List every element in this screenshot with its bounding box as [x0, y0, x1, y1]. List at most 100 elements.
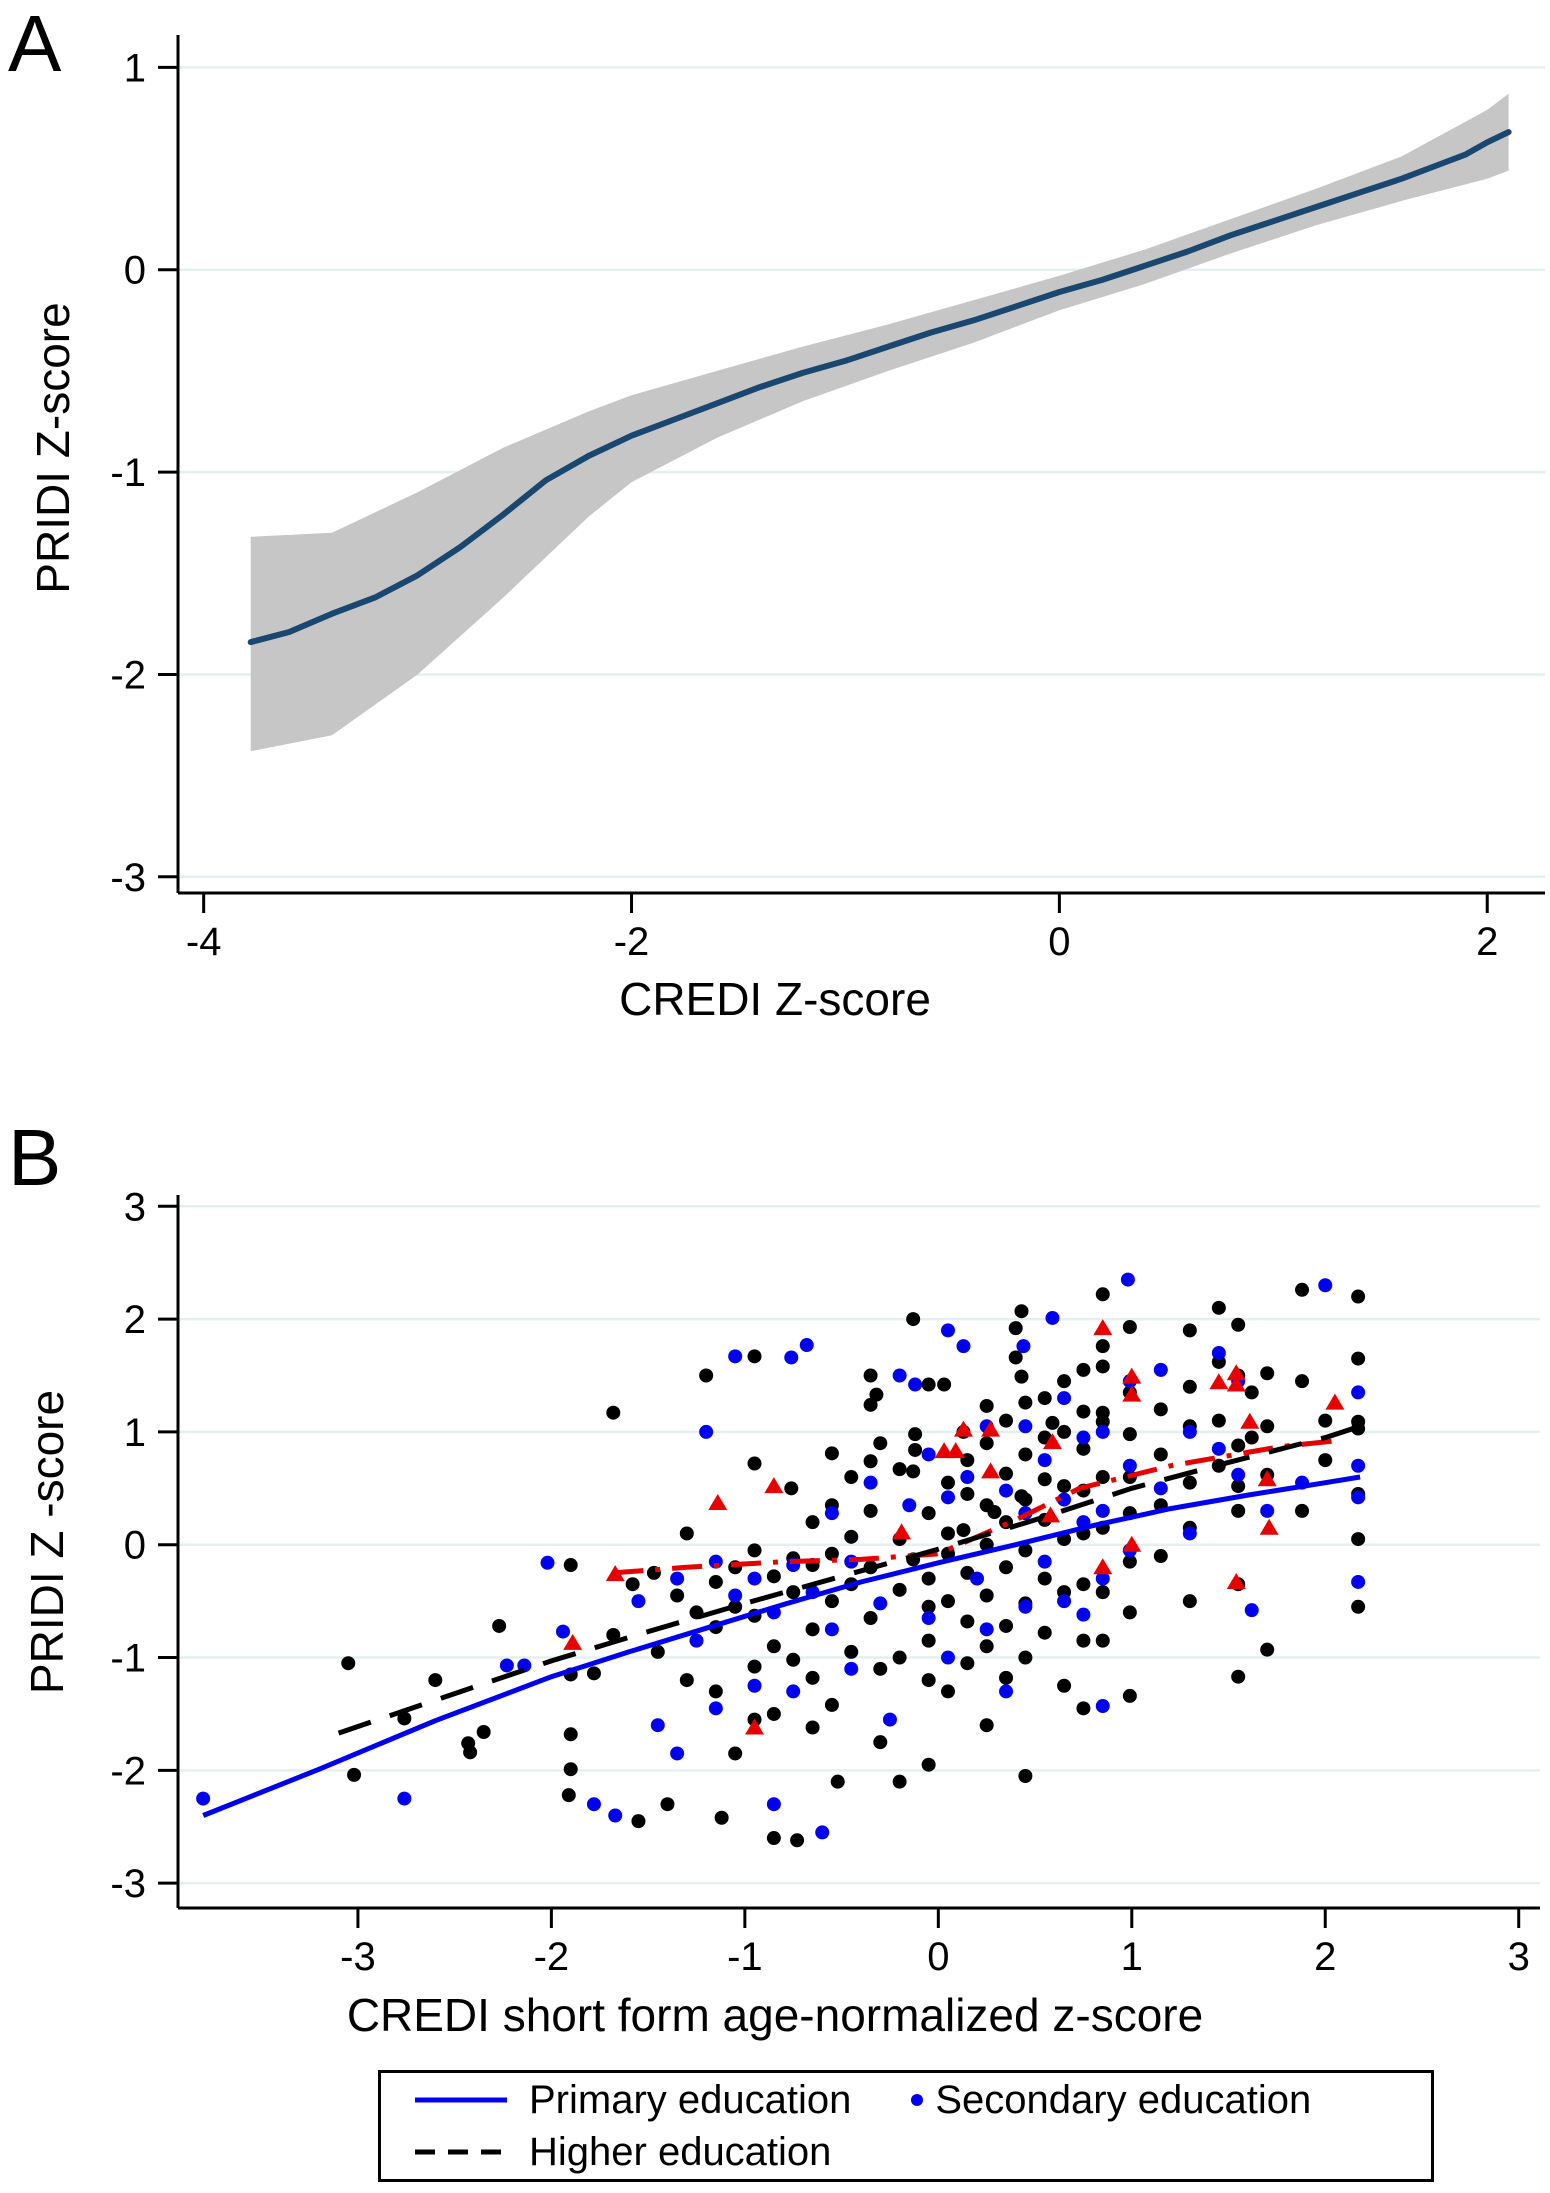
scatter-point-black-dots — [563, 1762, 578, 1777]
scatter-point-blue-dots-secondary-education — [1076, 1607, 1091, 1622]
scatter-point-black-dots — [824, 1594, 839, 1609]
scatter-point-black-dots — [1182, 1475, 1197, 1490]
scatter-point-black-dots — [873, 1735, 888, 1750]
scatter-point-black-dots — [979, 1718, 994, 1733]
scatter-point-blue-dots-secondary-education — [1211, 1441, 1226, 1456]
scatter-point-blue-dots-secondary-education — [999, 1684, 1014, 1699]
scatter-point-blue-dots-secondary-education — [1057, 1594, 1072, 1609]
scatter-point-blue-dots-secondary-education — [1182, 1424, 1197, 1439]
scatter-point-black-dots — [1351, 1289, 1366, 1304]
scatter-point-black-dots — [873, 1661, 888, 1676]
scatter-point-red-triangles — [1122, 1367, 1142, 1384]
scatter-point-black-dots — [1008, 1321, 1023, 1336]
scatter-point-red-triangles — [1122, 1385, 1142, 1402]
legend-row-2: Higher education — [381, 2127, 1431, 2177]
scatter-point-blue-dots-secondary-education — [766, 1797, 781, 1812]
scatter-point-black-dots — [1182, 1379, 1197, 1394]
scatter-point-blue-dots-secondary-education — [1260, 1503, 1275, 1518]
scatter-point-red-triangles — [1093, 1558, 1113, 1575]
scatter-point-blue-dots-secondary-education — [1057, 1391, 1072, 1406]
scatter-point-black-dots — [1351, 1599, 1366, 1614]
panel-b-x-axis-title: CREDI short form age-normalized z-score — [346, 1989, 1204, 2041]
scatter-point-black-dots — [908, 1427, 923, 1442]
scatter-point-black-dots — [660, 1797, 675, 1812]
scatter-point-red-triangles — [981, 1462, 1001, 1479]
scatter-point-black-dots — [921, 1633, 936, 1648]
scatter-point-black-dots — [1153, 1549, 1168, 1564]
scatter-point-blue-dots-secondary-education — [1016, 1339, 1031, 1354]
scatter-point-black-dots — [921, 1571, 936, 1586]
scatter-point-black-dots — [766, 1706, 781, 1721]
scatter-point-black-dots — [1076, 1441, 1091, 1456]
scatter-point-black-dots — [805, 1670, 820, 1685]
scatter-point-blue-dots-secondary-education — [882, 1712, 897, 1727]
scatter-point-black-dots — [979, 1639, 994, 1654]
scatter-point-black-dots — [987, 1505, 1002, 1520]
x-tick-label: 1 — [1121, 1935, 1143, 1979]
scatter-point-blue-dots-secondary-education — [1095, 1571, 1110, 1586]
scatter-point-blue-dots-secondary-education — [1122, 1458, 1137, 1473]
scatter-point-black-dots — [1057, 1479, 1072, 1494]
scatter-point-blue-dots-secondary-education — [708, 1701, 723, 1716]
scatter-point-black-dots — [1018, 1492, 1033, 1507]
scatter-point-black-dots — [1318, 1413, 1333, 1428]
scatter-point-black-dots — [1211, 1300, 1226, 1315]
scatter-point-black-dots — [1153, 1402, 1168, 1417]
x-tick-label: -3 — [340, 1935, 376, 1979]
scatter-point-black-dots — [979, 1398, 994, 1413]
scatter-point-black-dots — [805, 1515, 820, 1530]
scatter-point-red-triangles — [1259, 1518, 1279, 1535]
scatter-point-black-dots — [1018, 1650, 1033, 1665]
scatter-point-black-dots — [563, 1727, 578, 1742]
scatter-point-black-dots — [476, 1725, 491, 1740]
scatter-point-black-dots — [863, 1503, 878, 1518]
scatter-point-blue-dots-secondary-education — [670, 1571, 685, 1586]
scatter-point-black-dots — [1095, 1585, 1110, 1600]
scatter-point-blue-dots-secondary-education — [873, 1596, 888, 1611]
scatter-point-black-dots — [863, 1611, 878, 1626]
scatter-point-black-dots — [863, 1397, 878, 1412]
scatter-point-black-dots — [1260, 1419, 1275, 1434]
legend-row-1: Primary education Secondary education — [381, 2075, 1431, 2125]
y-tick-label: -3 — [110, 1862, 146, 1906]
scatter-point-red-triangles — [1209, 1373, 1229, 1390]
scatter-point-black-dots — [1351, 1351, 1366, 1366]
scatter-point-blue-dots-secondary-education — [1095, 1699, 1110, 1714]
panel-b-fit-line-solid — [202, 1474, 1361, 1818]
scatter-point-black-dots — [1351, 1421, 1366, 1436]
scatter-point-black-dots — [1076, 1633, 1091, 1648]
scatter-point-red-triangles — [1226, 1364, 1246, 1381]
scatter-point-blue-dots-secondary-education — [1153, 1362, 1168, 1377]
scatter-point-red-triangles — [1325, 1393, 1345, 1410]
scatter-point-black-dots — [563, 1558, 578, 1573]
scatter-point-red-triangles — [1226, 1572, 1246, 1589]
scatter-point-black-dots — [347, 1767, 362, 1782]
scatter-point-black-dots — [650, 1644, 665, 1659]
scatter-point-black-dots — [960, 1656, 975, 1671]
scatter-point-black-dots — [1014, 1369, 1029, 1384]
scatter-point-black-dots — [1351, 1532, 1366, 1547]
scatter-point-black-dots — [586, 1666, 601, 1681]
scatter-point-black-dots — [999, 1618, 1014, 1633]
scatter-point-black-dots — [892, 1582, 907, 1597]
legend-label-primary-education: Primary education — [529, 2077, 852, 2122]
scatter-point-blue-dots-secondary-education — [921, 1611, 936, 1626]
scatter-point-blue-dots-secondary-education — [608, 1808, 623, 1823]
scatter-point-blue-dots-secondary-education — [824, 1622, 839, 1637]
scatter-point-black-dots — [1037, 1472, 1052, 1487]
panel-a-y-axis-title: PRIDI Z-score — [27, 302, 79, 594]
scatter-point-blue-dots-secondary-education — [1153, 1481, 1168, 1496]
scatter-point-black-dots — [1231, 1438, 1246, 1453]
scatter-point-black-dots — [1057, 1374, 1072, 1389]
scatter-point-black-dots — [1014, 1304, 1029, 1319]
scatter-point-black-dots — [940, 1684, 955, 1699]
scatter-point-black-dots — [1037, 1571, 1052, 1586]
scatter-point-blue-dots-secondary-education — [892, 1368, 907, 1383]
scatter-point-black-dots — [921, 1757, 936, 1772]
scatter-point-black-dots — [1295, 1374, 1310, 1389]
scatter-point-red-triangles — [764, 1477, 784, 1494]
scatter-point-black-dots — [937, 1377, 952, 1392]
scatter-point-black-dots — [747, 1543, 762, 1558]
y-tick-label: 0 — [124, 1524, 146, 1568]
